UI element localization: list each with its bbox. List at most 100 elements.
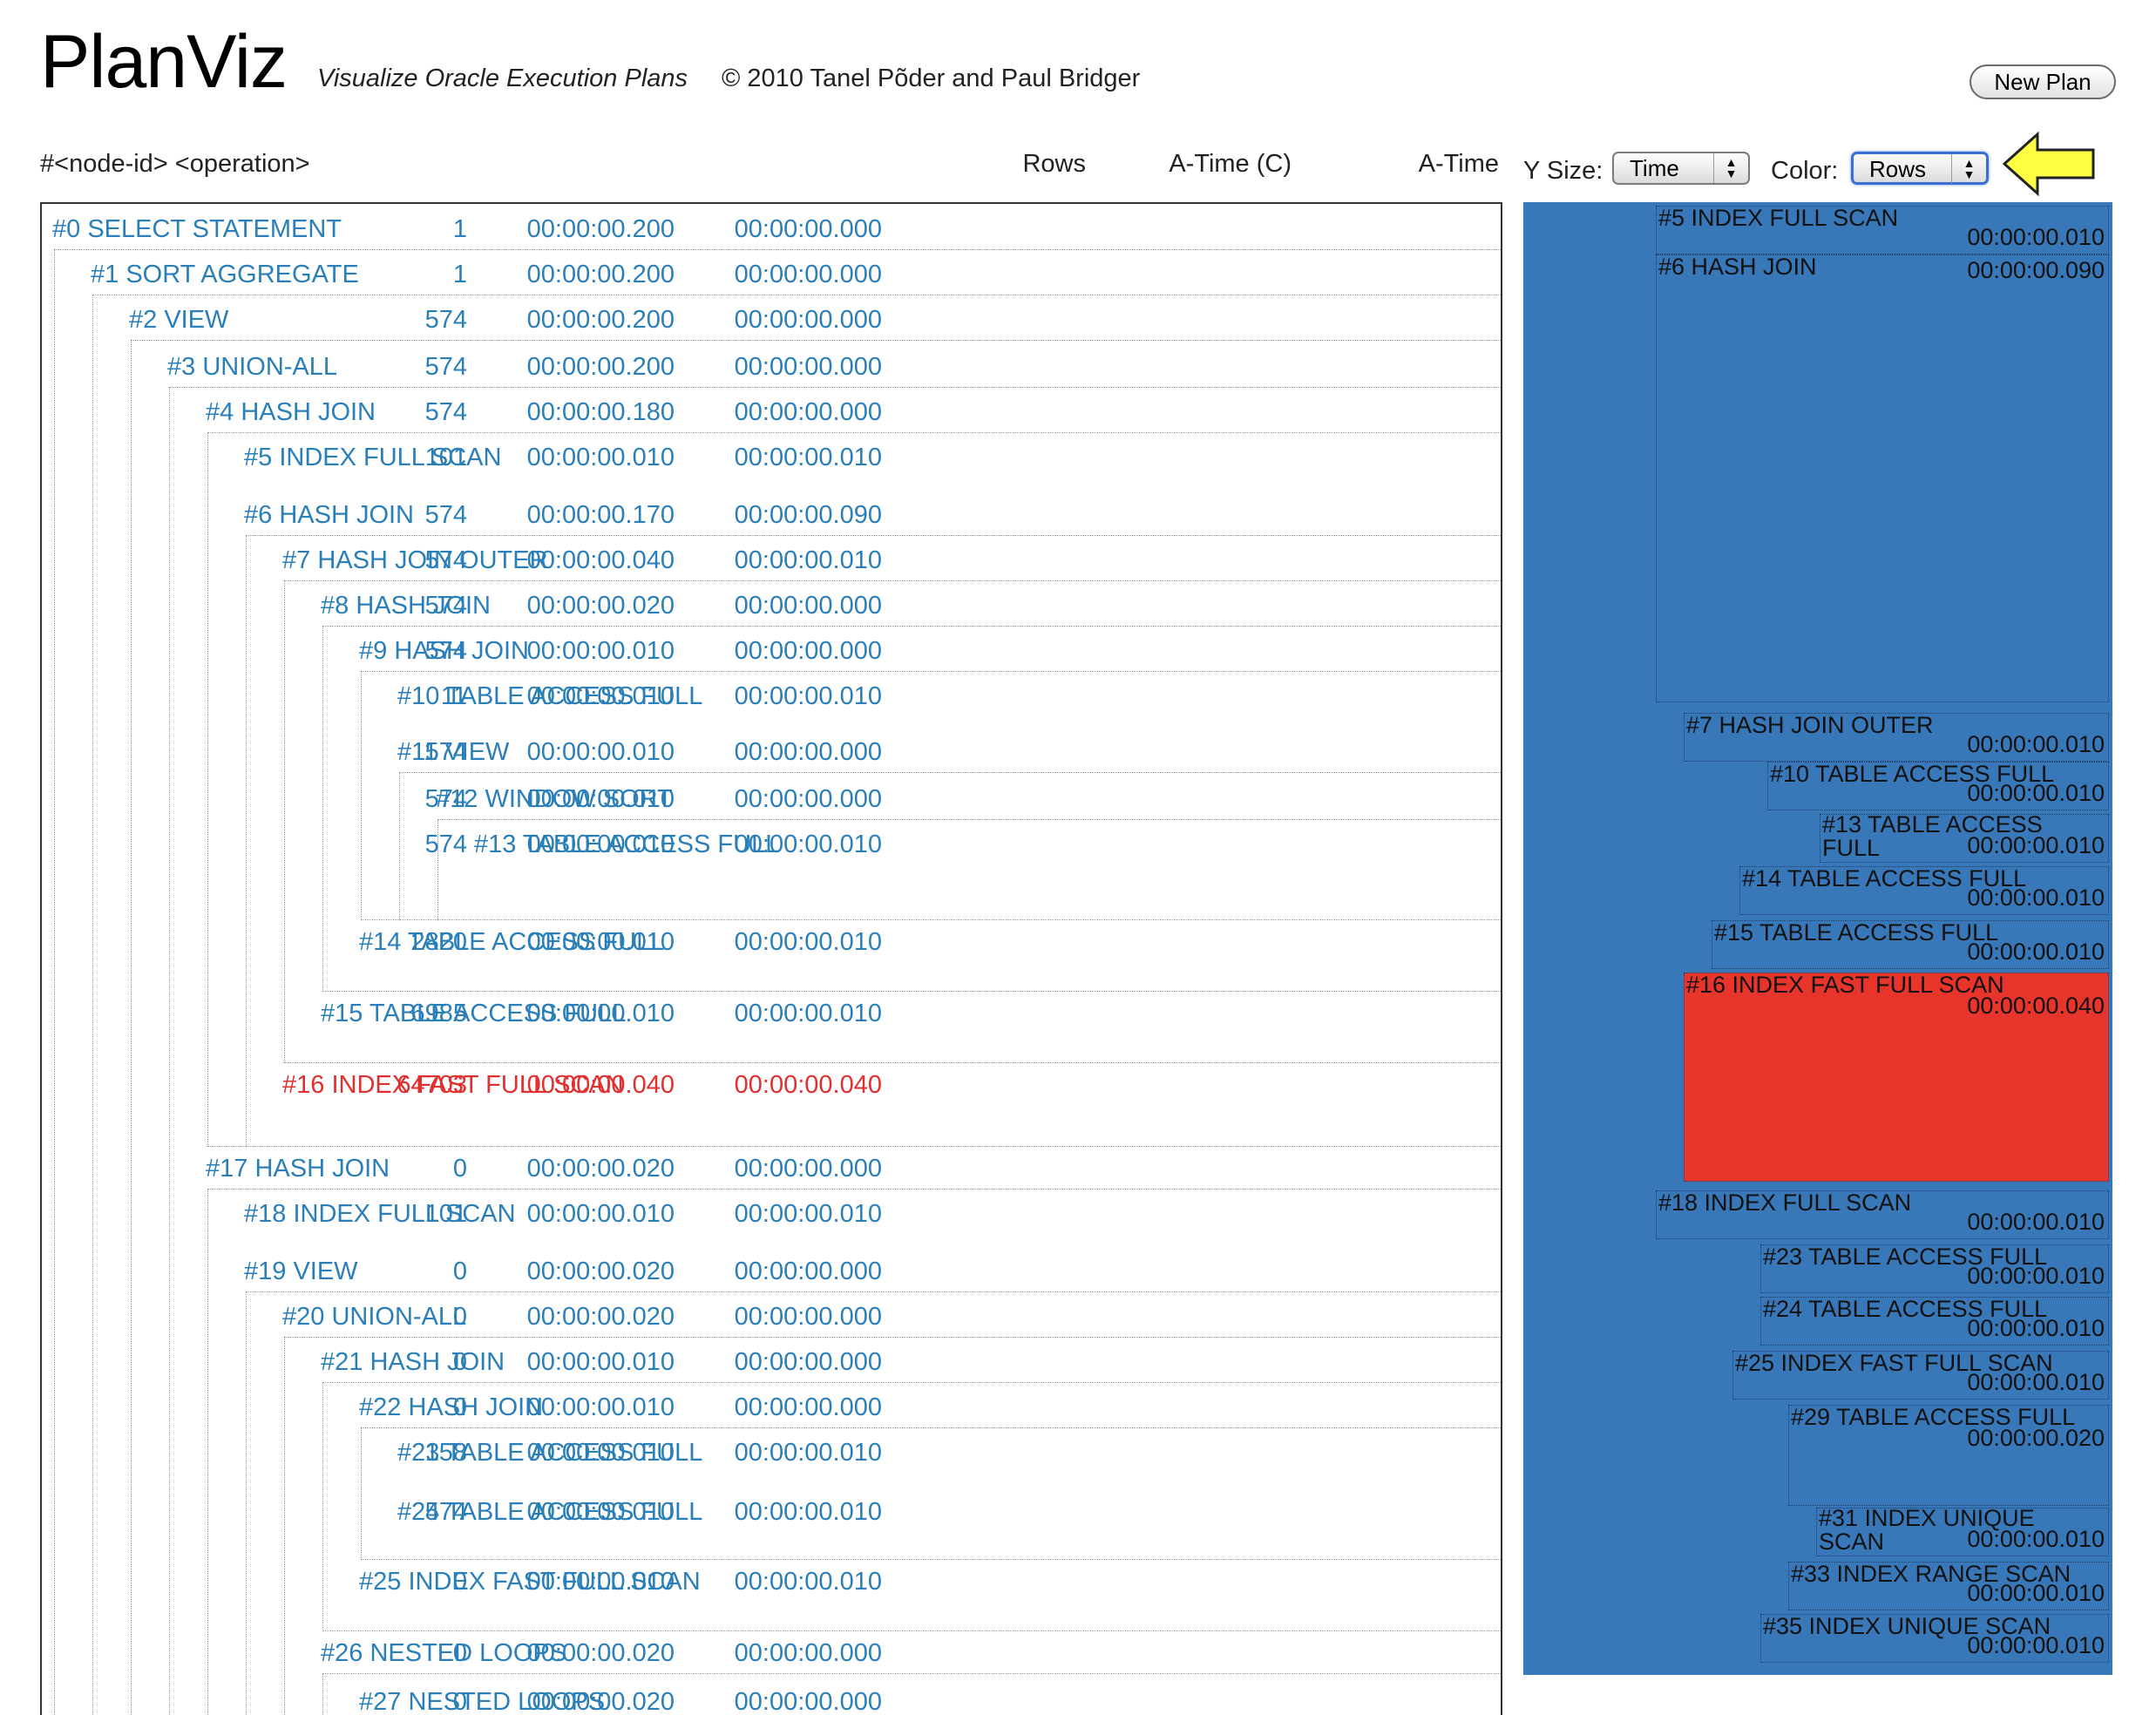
plan-node-label[interactable]: #8 HASH JOIN [321, 592, 491, 620]
timeline-node[interactable]: #35 INDEX UNIQUE SCAN 00:00:00.010 [1760, 1613, 2109, 1663]
tree-group [322, 626, 1501, 992]
plan-node-label[interactable]: #18 INDEX FULL SCAN [244, 1200, 516, 1228]
plan-node-label[interactable]: #19 VIEW [244, 1257, 358, 1285]
plan-node-rows: 2820 [410, 928, 467, 956]
timeline-node[interactable]: #15 TABLE ACCESS FULL 00:00:00.010 [1712, 919, 2109, 969]
plan-node-atime-c: 00:00:00.200 [526, 353, 675, 381]
timeline-node[interactable]: #23 TABLE ACCESS FULL 00:00:00.010 [1760, 1244, 2109, 1293]
plan-node-atime: 00:00:00.000 [734, 398, 882, 426]
column-header-atime[interactable]: A-Time [1418, 150, 1499, 178]
plan-node-rows: 6985 [410, 1000, 467, 1027]
plan-node-atime: 00:00:00.000 [734, 1155, 882, 1183]
column-header-rows[interactable]: Rows [1022, 150, 1086, 178]
plan-node-atime: 00:00:00.010 [734, 1200, 882, 1228]
timeline-node[interactable]: #25 INDEX FAST FULL SCAN 00:00:00.010 [1732, 1350, 2109, 1400]
plan-node-rows: 0 [452, 1257, 467, 1285]
plan-node-rows: 574 [424, 353, 467, 381]
timeline-node[interactable]: #10 TABLE ACCESS FULL 00:00:00.010 [1767, 761, 2109, 810]
timeline-node-time: 00:00:00.010 [1967, 1580, 2105, 1606]
plan-node-atime-c: 00:00:00.010 [526, 1000, 675, 1027]
tree-group [284, 1337, 1501, 1715]
timeline-node-name: #25 INDEX FAST FULL SCAN [1735, 1350, 2053, 1376]
timeline-node-time: 00:00:00.010 [1967, 1369, 2105, 1395]
timeline-node[interactable]: #5 INDEX FULL SCAN 00:00:00.010 [1656, 205, 2109, 254]
plan-node-atime-c: 00:00:00.040 [526, 546, 675, 574]
plan-node-atime-c: 00:00:00.010 [526, 1200, 675, 1228]
timeline-node-name: #13 TABLE ACCESS FULL [1822, 811, 2043, 861]
timeline-node-time: 00:00:00.010 [1967, 1526, 2105, 1552]
plan-node-label[interactable]: #3 UNION-ALL [167, 353, 338, 381]
plan-node-rows: 101 [424, 1200, 467, 1228]
timeline-node-time: 00:00:00.040 [1967, 993, 2105, 1019]
timeline-node[interactable]: #31 INDEX UNIQUE SCAN 00:00:00.010 [1816, 1507, 2109, 1556]
plan-node-atime-c: 00:00:00.200 [526, 261, 675, 288]
plan-node-atime-c: 00:00:00.020 [526, 1688, 675, 1715]
timeline-node[interactable]: #7 HASH JOIN OUTER 00:00:00.010 [1684, 712, 2109, 762]
copyright-text: © 2010 Tanel Põder and Paul Bridger [722, 64, 1141, 92]
plan-node-label[interactable]: #23 TABLE ACCESS FULL [397, 1439, 703, 1467]
plan-node-atime: 00:00:00.000 [734, 1688, 882, 1715]
timeline-node[interactable]: #16 INDEX FAST FULL SCAN 00:00:00.040 [1684, 972, 2109, 1182]
plan-node-atime: 00:00:00.000 [734, 215, 882, 243]
timeline-node[interactable]: #24 TABLE ACCESS FULL 00:00:00.010 [1760, 1296, 2109, 1346]
plan-node-label[interactable]: #25 INDEX FAST FULL SCAN [359, 1568, 701, 1596]
plan-node-atime-c: 00:00:00.010 [526, 637, 675, 665]
timeline-node[interactable]: #13 TABLE ACCESS FULL 00:00:00.010 [1820, 811, 2109, 863]
timeline-node-time: 00:00:00.010 [1967, 1632, 2105, 1658]
plan-node-label[interactable]: #0 SELECT STATEMENT [52, 215, 342, 243]
column-header-atime-c[interactable]: A-Time (C) [1169, 150, 1292, 178]
plan-node-atime: 00:00:00.010 [734, 928, 882, 956]
new-plan-button[interactable]: New Plan [1970, 64, 2116, 99]
plan-node-label[interactable]: #12 WINDOW SORT [436, 785, 673, 813]
plan-node-atime: 00:00:00.000 [734, 1393, 882, 1421]
plan-node-label[interactable]: #20 UNION-ALL [282, 1303, 467, 1331]
plan-node-label[interactable]: #11 VIEW [397, 738, 510, 766]
ysize-select[interactable]: Time ▲ ▼ [1612, 152, 1750, 185]
plan-node-atime-c: 00:00:00.010 [526, 1498, 675, 1526]
plan-node-label[interactable]: #26 NESTED LOOPS [321, 1639, 567, 1667]
tree-group [322, 1382, 1501, 1631]
plan-node-atime-c: 00:00:00.010 [526, 1439, 675, 1467]
select-stepper-icon: ▲ ▼ [1951, 154, 1986, 184]
timeline-node-name: #18 INDEX FULL SCAN [1658, 1190, 1912, 1216]
plan-node-label[interactable]: #9 HASH JOIN [359, 637, 529, 665]
timeline-node[interactable]: #14 TABLE ACCESS FULL 00:00:00.010 [1739, 865, 2109, 915]
plan-node-rows: 574 [424, 546, 467, 574]
column-header-operation: #<node-id> <operation> [40, 150, 310, 178]
plan-node-rows: 574 [424, 785, 467, 813]
plan-node-label[interactable]: #2 VIEW [129, 306, 229, 334]
plan-node-label[interactable]: #16 INDEX FAST FULL SCAN [282, 1071, 624, 1099]
plan-node-label[interactable]: #21 HASH JOIN [321, 1348, 505, 1376]
plan-node-label[interactable]: #24 TABLE ACCESS FULL [397, 1498, 703, 1526]
plan-node-atime-c: 00:00:00.010 [526, 738, 675, 766]
plan-node-rows: 0 [452, 1639, 467, 1667]
timeline-node[interactable]: #6 HASH JOIN 00:00:00.090 [1656, 254, 2109, 702]
plan-node-atime: 00:00:00.000 [734, 306, 882, 334]
plan-node-label[interactable]: #6 HASH JOIN [244, 501, 414, 529]
color-select[interactable]: Rows ▲ ▼ [1851, 152, 1989, 185]
tree-group [169, 387, 1501, 1715]
plan-node-label[interactable]: #27 NESTED LOOPS [359, 1688, 606, 1715]
plan-node-label[interactable]: #17 HASH JOIN [206, 1155, 390, 1183]
plan-node-atime: 00:00:00.010 [734, 1498, 882, 1526]
plan-node-label[interactable]: #22 HASH JOIN [359, 1393, 544, 1421]
plan-node-atime-c: 00:00:00.180 [526, 398, 675, 426]
plan-node-label[interactable]: #5 INDEX FULL SCAN [244, 444, 502, 471]
plan-node-rows: 574 [424, 738, 467, 766]
timeline-node[interactable]: #18 INDEX FULL SCAN 00:00:00.010 [1656, 1190, 2109, 1239]
color-label: Color: [1771, 157, 1839, 185]
plan-node-label[interactable]: #14 TABLE ACCESS FULL [359, 928, 665, 956]
timeline-node[interactable]: #29 TABLE ACCESS FULL 00:00:00.020 [1788, 1404, 2109, 1506]
plan-node-label[interactable]: #1 SORT AGGREGATE [91, 261, 359, 288]
plan-node-label[interactable]: #10 TABLE ACCESS FULL [397, 682, 703, 710]
timeline-node[interactable]: #33 INDEX RANGE SCAN 00:00:00.010 [1788, 1561, 2109, 1610]
timeline-node-time: 00:00:00.010 [1967, 780, 2105, 806]
plan-node-rows: 574 [424, 306, 467, 334]
plan-node-atime-c: 00:00:00.170 [526, 501, 675, 529]
tree-group [361, 1427, 1501, 1560]
plan-node-label[interactable]: #7 HASH JOIN OUTER [282, 546, 548, 574]
plan-node-label[interactable]: #4 HASH JOIN [206, 398, 376, 426]
plan-node-label[interactable]: #15 TABLE ACCESS FULL [321, 1000, 627, 1027]
timeline-node-name: #5 INDEX FULL SCAN [1658, 205, 1899, 231]
plan-node-label[interactable]: #13 TABLE ACCESS FULL [474, 830, 780, 858]
